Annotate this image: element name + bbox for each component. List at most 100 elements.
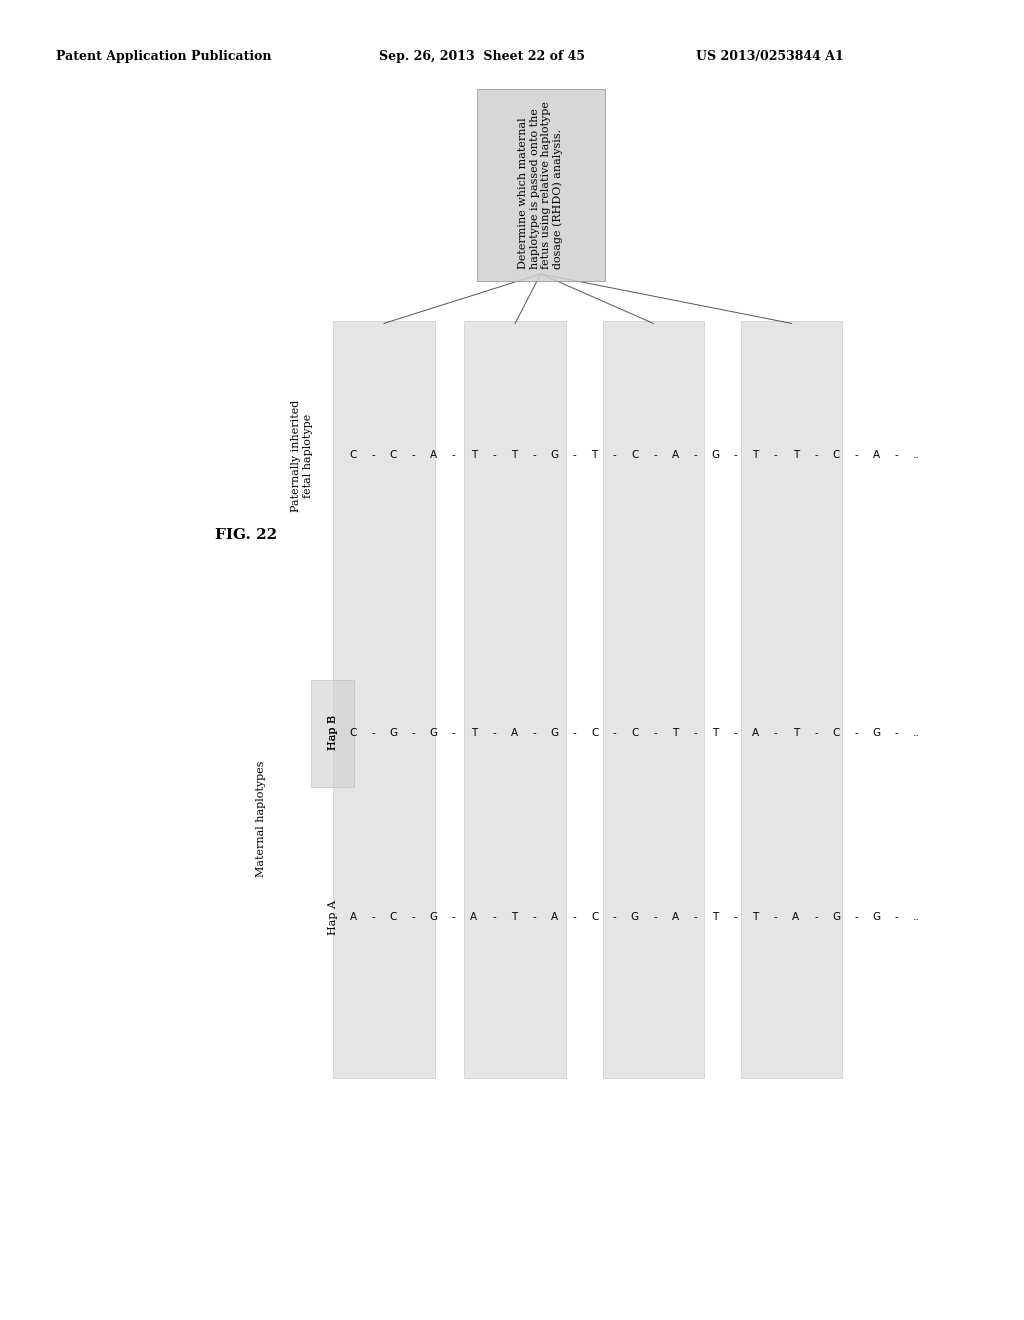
Text: -: - bbox=[774, 912, 777, 923]
Text: -: - bbox=[895, 450, 898, 461]
Text: FIG. 22: FIG. 22 bbox=[215, 528, 276, 541]
Text: -: - bbox=[693, 727, 697, 738]
Text: A: A bbox=[793, 912, 800, 923]
Text: G: G bbox=[550, 450, 558, 461]
Text: A: A bbox=[551, 912, 558, 923]
Text: G: G bbox=[430, 727, 438, 738]
Text: G: G bbox=[712, 450, 720, 461]
Text: Determine which maternal
haplotype is passed onto the
fetus using relative haplo: Determine which maternal haplotype is pa… bbox=[518, 100, 563, 269]
Text: T: T bbox=[511, 450, 517, 461]
Text: A: A bbox=[672, 912, 679, 923]
Text: -: - bbox=[532, 727, 537, 738]
Text: G: G bbox=[430, 912, 438, 923]
Text: -: - bbox=[774, 727, 777, 738]
FancyBboxPatch shape bbox=[311, 680, 354, 787]
Text: T: T bbox=[753, 912, 759, 923]
Text: -: - bbox=[653, 450, 656, 461]
Text: -: - bbox=[372, 727, 375, 738]
Text: T: T bbox=[713, 912, 719, 923]
Text: C: C bbox=[591, 912, 598, 923]
Text: A: A bbox=[511, 727, 518, 738]
Text: T: T bbox=[592, 450, 598, 461]
FancyBboxPatch shape bbox=[334, 321, 434, 1078]
Text: Paternally inherited
fetal haplotype: Paternally inherited fetal haplotype bbox=[291, 399, 313, 512]
Text: -: - bbox=[613, 727, 616, 738]
Text: G: G bbox=[550, 727, 558, 738]
Text: -: - bbox=[733, 727, 737, 738]
Text: -: - bbox=[572, 727, 577, 738]
Text: -: - bbox=[693, 912, 697, 923]
Text: -: - bbox=[532, 450, 537, 461]
Text: A: A bbox=[672, 450, 679, 461]
Text: A: A bbox=[470, 912, 477, 923]
FancyBboxPatch shape bbox=[602, 321, 705, 1078]
Text: -: - bbox=[372, 912, 375, 923]
Text: G: G bbox=[389, 727, 397, 738]
FancyBboxPatch shape bbox=[741, 321, 842, 1078]
Text: G: G bbox=[872, 912, 881, 923]
Text: C: C bbox=[833, 727, 840, 738]
Text: G: G bbox=[872, 727, 881, 738]
Text: C: C bbox=[631, 450, 639, 461]
Text: -: - bbox=[854, 912, 858, 923]
Text: ..: .. bbox=[913, 450, 920, 461]
Text: A: A bbox=[872, 450, 880, 461]
Text: A: A bbox=[430, 450, 437, 461]
Text: T: T bbox=[471, 727, 477, 738]
Text: Hap B: Hap B bbox=[328, 715, 338, 750]
Text: -: - bbox=[854, 727, 858, 738]
Text: Patent Application Publication: Patent Application Publication bbox=[56, 50, 271, 63]
Text: -: - bbox=[613, 912, 616, 923]
Text: A: A bbox=[350, 912, 356, 923]
FancyBboxPatch shape bbox=[465, 321, 565, 1078]
Text: T: T bbox=[793, 450, 799, 461]
Text: -: - bbox=[814, 727, 818, 738]
Text: -: - bbox=[372, 450, 375, 461]
Text: C: C bbox=[591, 727, 598, 738]
Text: ..: .. bbox=[913, 727, 920, 738]
Text: T: T bbox=[713, 727, 719, 738]
Text: Sep. 26, 2013  Sheet 22 of 45: Sep. 26, 2013 Sheet 22 of 45 bbox=[379, 50, 585, 63]
Text: -: - bbox=[572, 450, 577, 461]
Text: -: - bbox=[653, 912, 656, 923]
Text: -: - bbox=[733, 912, 737, 923]
Text: -: - bbox=[895, 912, 898, 923]
Text: US 2013/0253844 A1: US 2013/0253844 A1 bbox=[696, 50, 844, 63]
Text: -: - bbox=[613, 450, 616, 461]
Text: C: C bbox=[390, 450, 397, 461]
Text: C: C bbox=[833, 450, 840, 461]
Text: T: T bbox=[672, 727, 678, 738]
Text: T: T bbox=[471, 450, 477, 461]
Text: ..: .. bbox=[913, 912, 920, 923]
Text: C: C bbox=[631, 727, 639, 738]
Text: -: - bbox=[532, 912, 537, 923]
Text: C: C bbox=[349, 727, 357, 738]
Text: -: - bbox=[895, 727, 898, 738]
Text: T: T bbox=[793, 727, 799, 738]
Text: T: T bbox=[511, 912, 517, 923]
Text: G: G bbox=[831, 912, 840, 923]
Text: Hap A: Hap A bbox=[328, 900, 338, 935]
Text: -: - bbox=[412, 450, 416, 461]
Text: -: - bbox=[493, 727, 496, 738]
Text: -: - bbox=[452, 912, 456, 923]
Text: -: - bbox=[733, 450, 737, 461]
Text: -: - bbox=[774, 450, 777, 461]
Text: G: G bbox=[631, 912, 639, 923]
Text: -: - bbox=[452, 450, 456, 461]
Text: A: A bbox=[752, 727, 759, 738]
Text: T: T bbox=[753, 450, 759, 461]
Text: -: - bbox=[693, 450, 697, 461]
Text: -: - bbox=[854, 450, 858, 461]
Text: -: - bbox=[452, 727, 456, 738]
Text: -: - bbox=[412, 912, 416, 923]
Text: -: - bbox=[493, 912, 496, 923]
Text: -: - bbox=[814, 450, 818, 461]
Text: Hap B: Hap B bbox=[328, 715, 338, 750]
Text: -: - bbox=[814, 912, 818, 923]
Text: -: - bbox=[653, 727, 656, 738]
Text: Maternal haplotypes: Maternal haplotypes bbox=[256, 760, 266, 876]
Text: C: C bbox=[349, 450, 357, 461]
FancyBboxPatch shape bbox=[477, 88, 604, 281]
Text: -: - bbox=[412, 727, 416, 738]
